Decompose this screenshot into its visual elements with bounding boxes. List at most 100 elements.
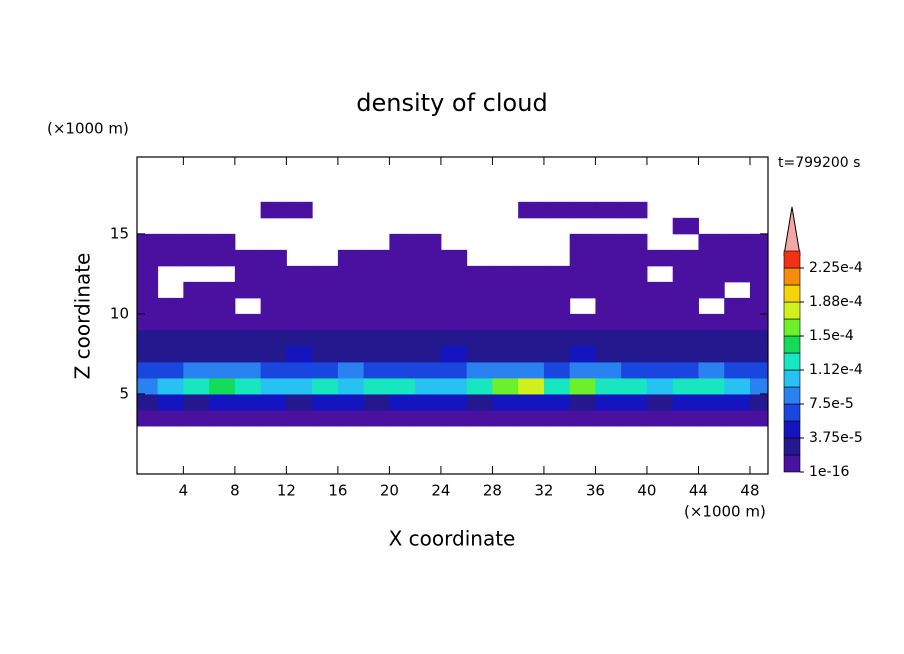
contour-cell xyxy=(312,313,339,331)
contour-cell xyxy=(698,345,725,363)
contour-cell xyxy=(157,329,184,347)
contour-cell xyxy=(466,265,493,283)
contour-cell xyxy=(749,265,769,283)
contour-cell xyxy=(440,393,468,411)
contour-cell xyxy=(672,313,699,331)
colorbar-band xyxy=(783,318,801,337)
contour-cell xyxy=(389,409,416,427)
contour-cell xyxy=(157,233,184,251)
contour-cell xyxy=(389,233,416,251)
x-tick-label: 44 xyxy=(689,482,708,500)
contour-cell xyxy=(337,281,365,299)
contour-cell xyxy=(621,393,648,411)
contour-cell xyxy=(415,377,442,395)
contour-cell xyxy=(312,345,339,363)
colorbar-tick-label: 1.5e-4 xyxy=(809,328,854,344)
contour-cell xyxy=(389,329,416,347)
contour-cell xyxy=(749,409,769,427)
colorbar-tick-label: 1.88e-4 xyxy=(809,294,863,310)
contour-cell xyxy=(137,297,159,315)
contour-cell xyxy=(137,313,159,331)
contour-cell xyxy=(137,361,159,379)
contour-cell xyxy=(569,409,596,427)
contour-cell xyxy=(518,201,545,219)
contour-cell xyxy=(286,265,313,283)
contour-cell xyxy=(492,409,519,427)
contour-cell xyxy=(183,313,210,331)
colorbar-band xyxy=(783,369,801,388)
contour-cell xyxy=(157,313,184,331)
contour-cell xyxy=(415,345,442,363)
contour-cell xyxy=(621,297,648,315)
colorbar-tick-label: 7.5e-5 xyxy=(809,396,854,412)
contour-cell xyxy=(569,329,596,347)
contour-cell xyxy=(698,233,725,251)
contour-cell xyxy=(749,297,769,315)
contour-cell xyxy=(137,233,159,251)
x-axis-label: X coordinate xyxy=(389,527,516,551)
contour-cell xyxy=(724,409,751,427)
contour-cell xyxy=(672,281,699,299)
contour-cell xyxy=(749,377,769,395)
contour-cell xyxy=(672,329,699,347)
contour-cell xyxy=(183,393,210,411)
x-tick-label: 4 xyxy=(179,482,189,500)
contour-cell xyxy=(492,281,519,299)
contour-cell xyxy=(672,409,699,427)
contour-cell xyxy=(518,265,545,283)
contour-cell xyxy=(595,297,622,315)
contour-cell xyxy=(389,361,416,379)
contour-cell xyxy=(286,393,313,411)
contour-cell xyxy=(724,249,751,267)
contour-cell xyxy=(492,361,519,379)
contour-cell xyxy=(724,377,751,395)
contour-cell xyxy=(209,329,236,347)
contour-cell xyxy=(749,233,769,251)
contour-cell xyxy=(440,313,468,331)
contour-cell xyxy=(543,345,571,363)
contour-cell xyxy=(363,297,390,315)
contour-cell xyxy=(157,409,184,427)
contour-cell xyxy=(569,377,596,395)
contour-cell xyxy=(209,345,236,363)
x-tick-label: 32 xyxy=(534,482,553,500)
contour-cell xyxy=(286,377,313,395)
contour-cell xyxy=(389,377,416,395)
contour-cell xyxy=(415,409,442,427)
contour-cell xyxy=(363,361,390,379)
contour-cell xyxy=(466,361,493,379)
contour-cell xyxy=(569,361,596,379)
contour-cell xyxy=(621,233,648,251)
contour-cell xyxy=(621,409,648,427)
contour-cell xyxy=(672,265,699,283)
contour-cell xyxy=(518,393,545,411)
contour-cell xyxy=(440,249,468,267)
contour-cell xyxy=(312,361,339,379)
contour-cell xyxy=(234,393,262,411)
contour-cell xyxy=(646,329,674,347)
contour-cell xyxy=(466,313,493,331)
contour-cell xyxy=(260,345,287,363)
contour-cell xyxy=(543,329,571,347)
y-tick-label: 5 xyxy=(119,384,129,402)
contour-cell xyxy=(672,361,699,379)
contour-cell xyxy=(440,377,468,395)
contour-cell xyxy=(234,281,262,299)
x-tick-label: 28 xyxy=(483,482,502,500)
contour-cell xyxy=(698,281,725,299)
colorbar-band xyxy=(783,454,801,473)
contour-cell xyxy=(137,249,159,267)
contour-cell xyxy=(466,345,493,363)
contour-cell xyxy=(518,345,545,363)
contour-cell xyxy=(415,281,442,299)
contour-cell xyxy=(724,313,751,331)
contour-cell xyxy=(389,265,416,283)
contour-cell xyxy=(543,393,571,411)
colorbar-band xyxy=(783,437,801,456)
contour-cell xyxy=(724,345,751,363)
contour-cell xyxy=(569,281,596,299)
colorbar-band xyxy=(783,352,801,371)
contour-cell xyxy=(621,361,648,379)
contour-cell xyxy=(621,265,648,283)
